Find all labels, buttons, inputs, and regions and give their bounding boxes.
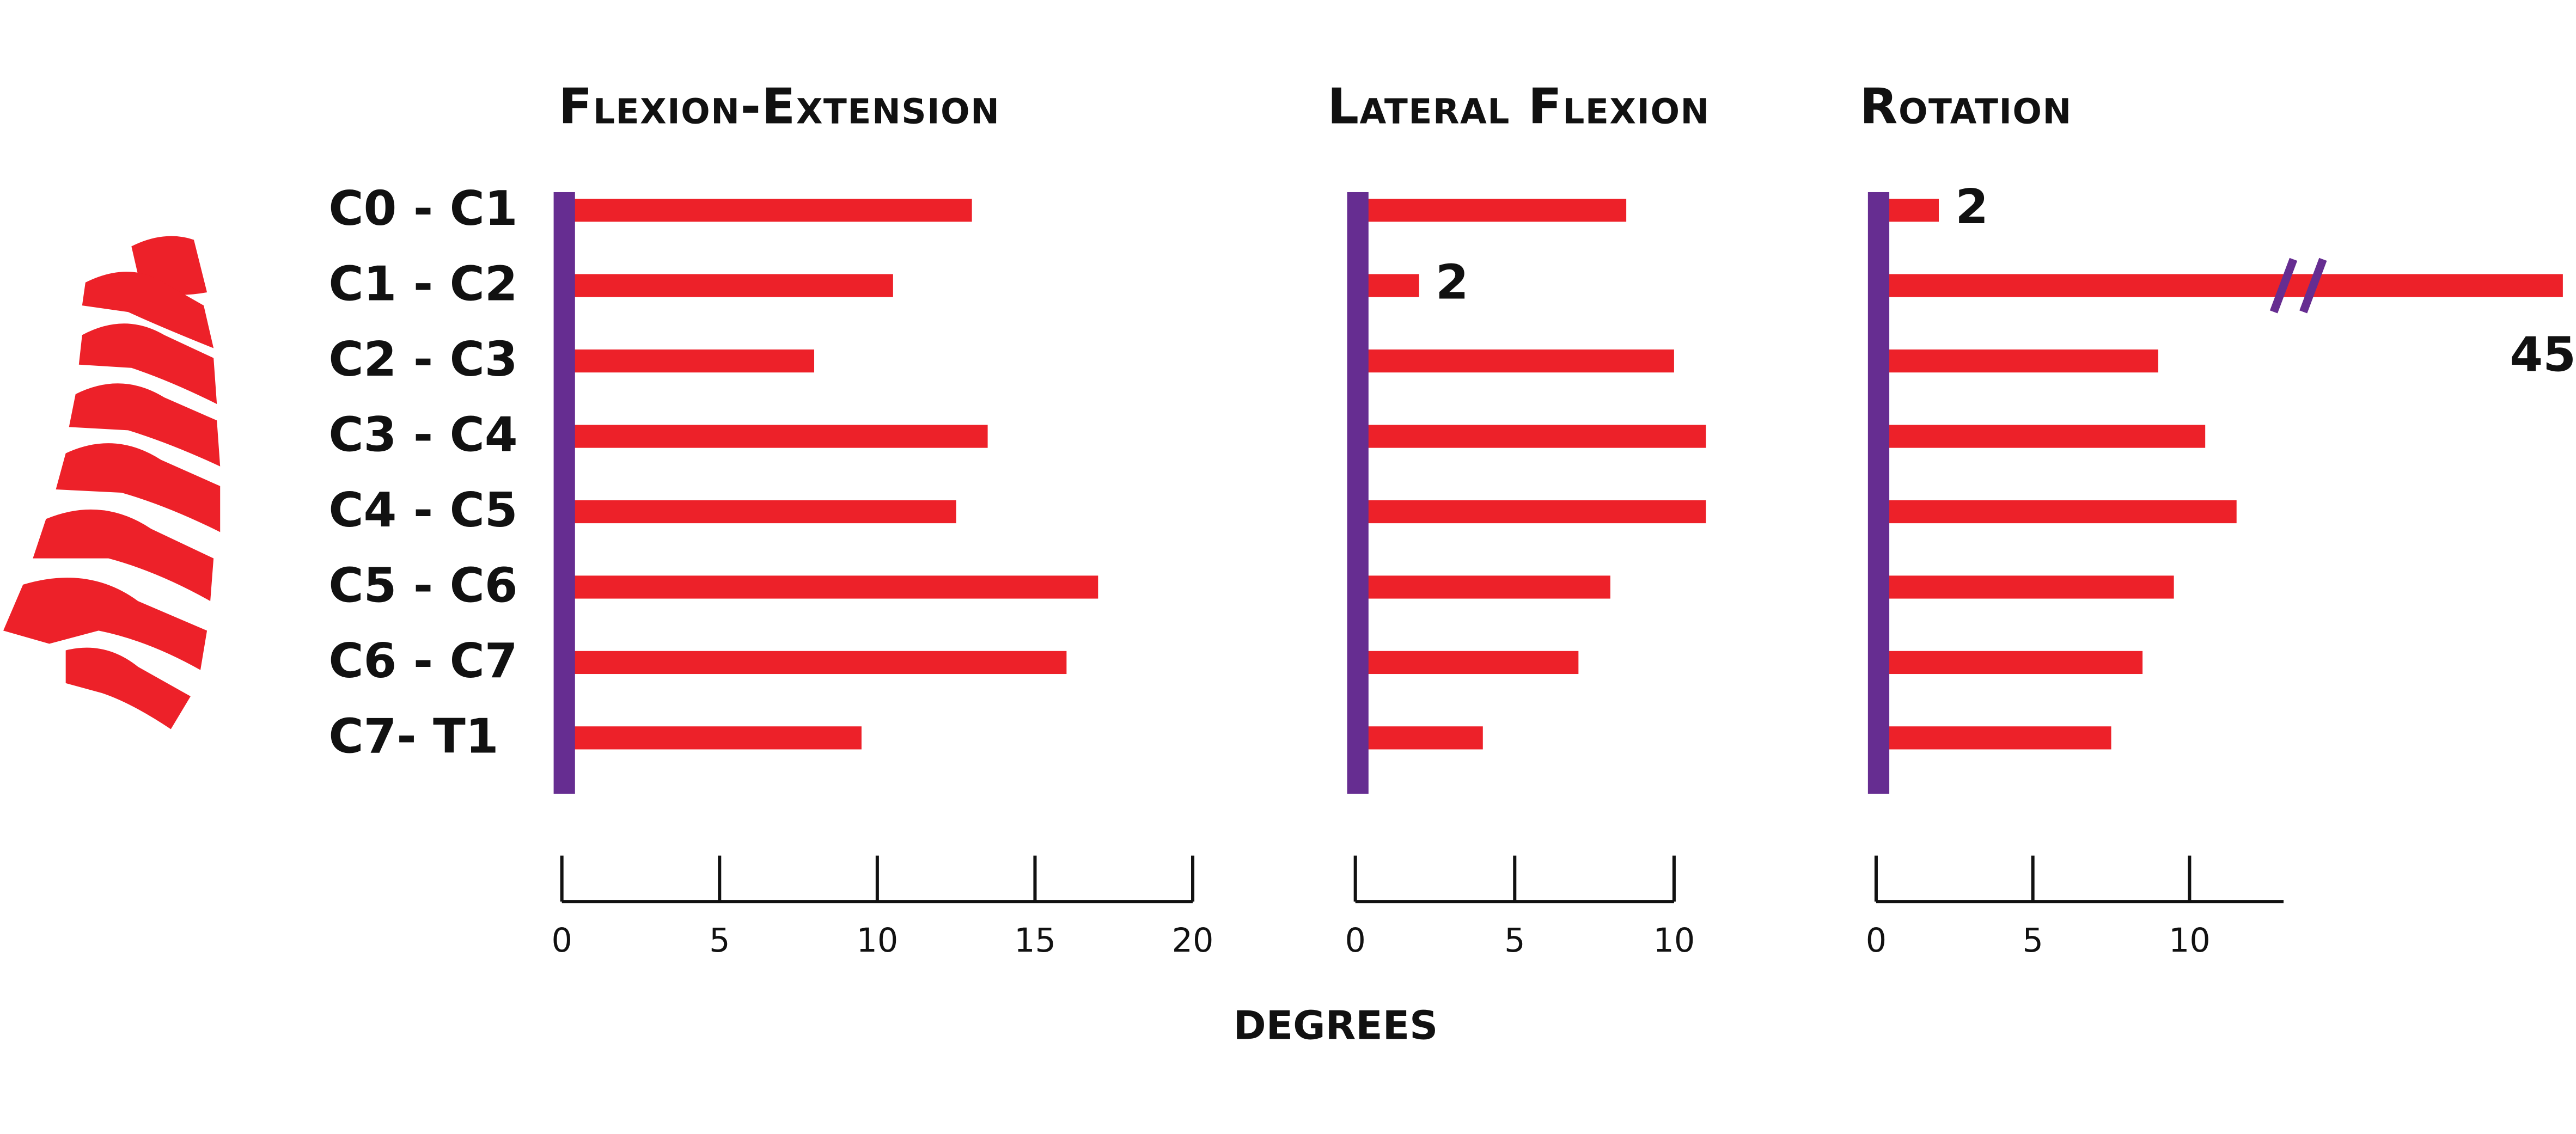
bar <box>1355 349 1674 373</box>
x-tick-label: 10 <box>1653 922 1695 960</box>
category-label: C4 - C5 <box>328 482 517 538</box>
category-label: C2 - C3 <box>328 332 517 387</box>
bar <box>1876 500 2237 524</box>
category-label: C7- T1 <box>328 708 498 764</box>
panel-title: Lateral Flexion <box>1327 78 1710 135</box>
x-tick-label: 5 <box>1504 922 1525 960</box>
vertebra <box>3 578 207 670</box>
vertebra <box>78 323 217 404</box>
value-label: 2 <box>1955 179 1988 235</box>
bar <box>1355 500 1706 524</box>
category-label: C5 - C6 <box>328 557 517 613</box>
zero-axis <box>1347 192 1369 794</box>
vertebra <box>33 509 214 602</box>
bar <box>561 726 862 750</box>
category-label: C1 - C2 <box>328 256 517 312</box>
bar <box>561 500 956 524</box>
panel-title: Rotation <box>1860 78 2072 135</box>
x-tick-label: 15 <box>1014 922 1056 960</box>
x-tick-label: 5 <box>709 922 730 960</box>
bar <box>561 425 988 448</box>
bar <box>1355 726 1483 750</box>
vertebra <box>56 443 221 532</box>
category-label: C0 - C1 <box>328 181 517 236</box>
bar <box>561 274 893 297</box>
x-axis-label: DEGREES <box>1234 1003 1438 1049</box>
axis-break <box>2269 258 2298 314</box>
value-label: 45 <box>2510 327 2576 382</box>
x-tick-label: 0 <box>551 922 572 960</box>
vertebra <box>69 383 221 467</box>
value-label: 2 <box>1436 255 1469 310</box>
x-tick-label: 10 <box>856 922 898 960</box>
x-tick-label: 20 <box>1172 922 1214 960</box>
spine-icon <box>3 236 221 730</box>
bar <box>1876 575 2174 599</box>
bar <box>561 199 972 222</box>
bar <box>1355 199 1627 222</box>
zero-axis <box>553 192 575 794</box>
bar <box>1355 575 1610 599</box>
x-tick-label: 0 <box>1866 922 1887 960</box>
bar <box>1876 651 2143 675</box>
bar <box>1876 274 2563 297</box>
bar <box>561 651 1067 675</box>
x-tick-label: 10 <box>2169 922 2211 960</box>
bar <box>1876 349 2158 373</box>
bar <box>561 575 1098 599</box>
panel-title: Flexion-Extension <box>559 78 1000 135</box>
bar <box>1876 726 2111 750</box>
bar <box>1355 425 1706 448</box>
bar <box>1355 651 1579 675</box>
category-label: C3 - C4 <box>328 407 517 462</box>
vertebra <box>65 647 191 730</box>
axis-break <box>2299 258 2327 314</box>
zero-axis <box>1867 192 1890 794</box>
x-tick-label: 0 <box>1345 922 1365 960</box>
vertebra <box>82 272 214 348</box>
bar <box>1876 425 2206 448</box>
x-tick-label: 5 <box>2022 922 2043 960</box>
category-label: C6 - C7 <box>328 633 517 689</box>
bar <box>561 349 815 373</box>
